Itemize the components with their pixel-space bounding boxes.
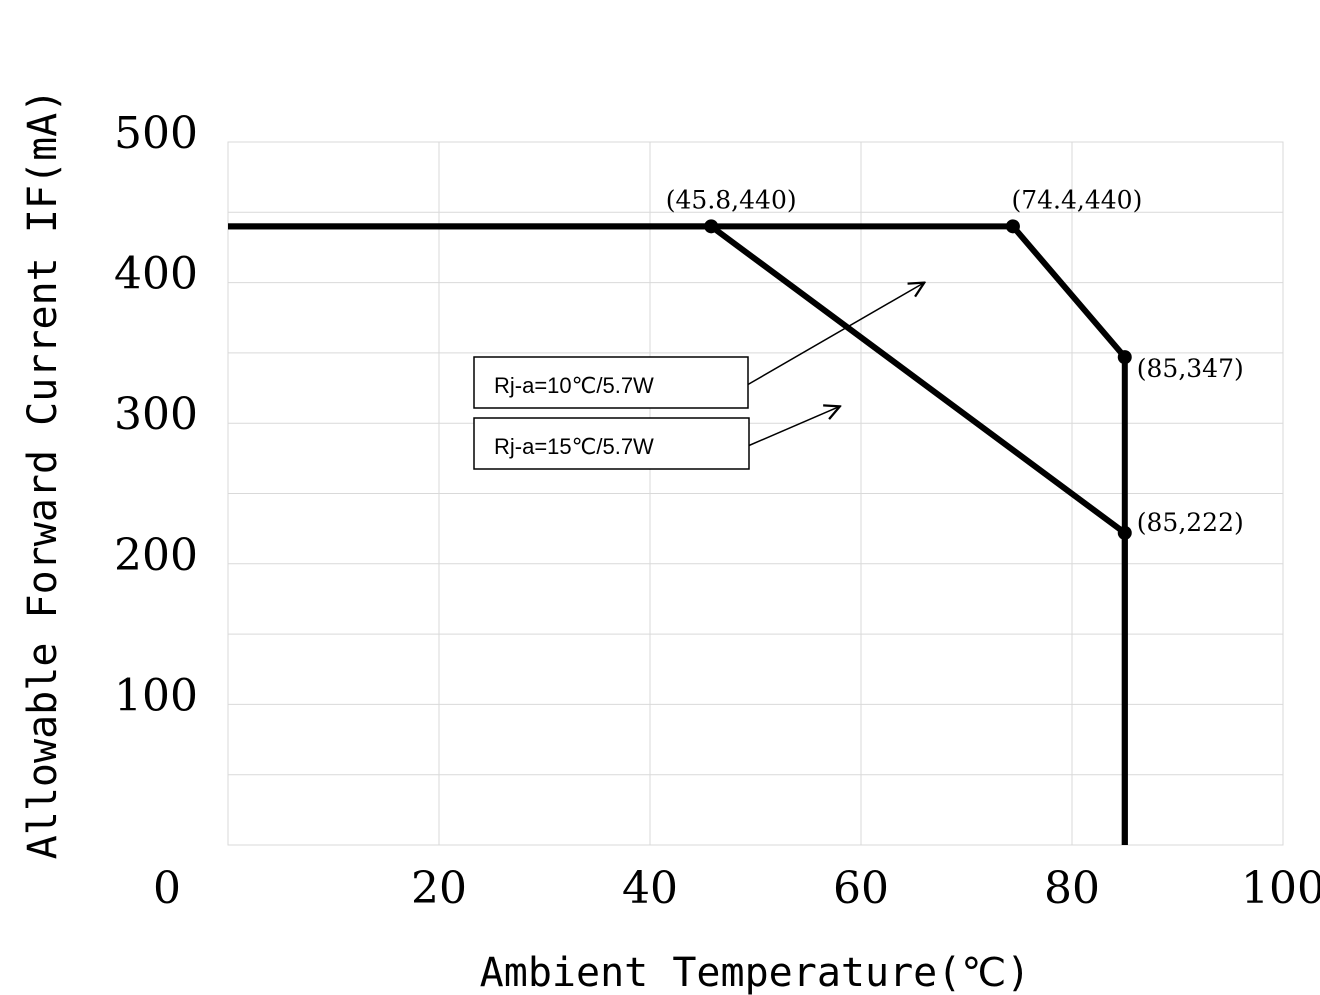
series-layer	[228, 223, 1128, 845]
annotations-layer: (45.8,440) (74.4,440) (85,347) (85,222)	[666, 185, 1244, 537]
ticks-layer: 0 20 40 60 80 100 100 200 300 400 500	[114, 108, 1320, 914]
point-label-2: (74.4,440)	[1011, 185, 1142, 214]
data-point-1	[704, 219, 719, 234]
y-axis-title: Allowable Forward Current IF(mA)	[20, 89, 66, 860]
point-label-1: (45.8,440)	[666, 185, 797, 214]
legend-label-1: Rj-a=10℃/5.7W	[494, 373, 654, 398]
x-tick-label-60: 60	[833, 863, 889, 914]
points-layer	[704, 219, 1132, 540]
x-axis-title: Ambient Temperature(℃)	[480, 950, 1031, 995]
legend-arrow-1	[747, 283, 924, 386]
legend: Rj-a=10℃/5.7W Rj-a=15℃/5.7W	[473, 283, 924, 470]
x-tick-label-80: 80	[1044, 863, 1100, 914]
legend-box-1	[473, 356, 749, 409]
point-label-3: (85,347)	[1137, 354, 1244, 383]
legend-arrow-2	[748, 406, 840, 447]
legend-box-2	[473, 417, 750, 470]
y-tick-label-500: 500	[114, 108, 198, 159]
y-tick-label-200: 200	[114, 530, 198, 581]
grid	[227, 141, 1284, 846]
data-point-4	[1117, 525, 1132, 540]
y-tick-label-400: 400	[114, 249, 198, 300]
legend-label-2: Rj-a=15℃/5.7W	[494, 434, 654, 459]
data-point-3	[1117, 350, 1132, 365]
data-point-2	[1005, 219, 1020, 234]
series-line-2	[228, 223, 1128, 845]
point-label-4: (85,222)	[1137, 508, 1244, 537]
series-line-1	[228, 223, 1128, 845]
x-tick-label-40: 40	[622, 863, 678, 914]
y-tick-label-300: 300	[114, 389, 198, 440]
x-tick-label-100: 100	[1241, 863, 1320, 914]
y-tick-label-100: 100	[114, 670, 198, 721]
x-tick-label-20: 20	[411, 863, 467, 914]
x-tick-label-0: 0	[153, 863, 181, 914]
